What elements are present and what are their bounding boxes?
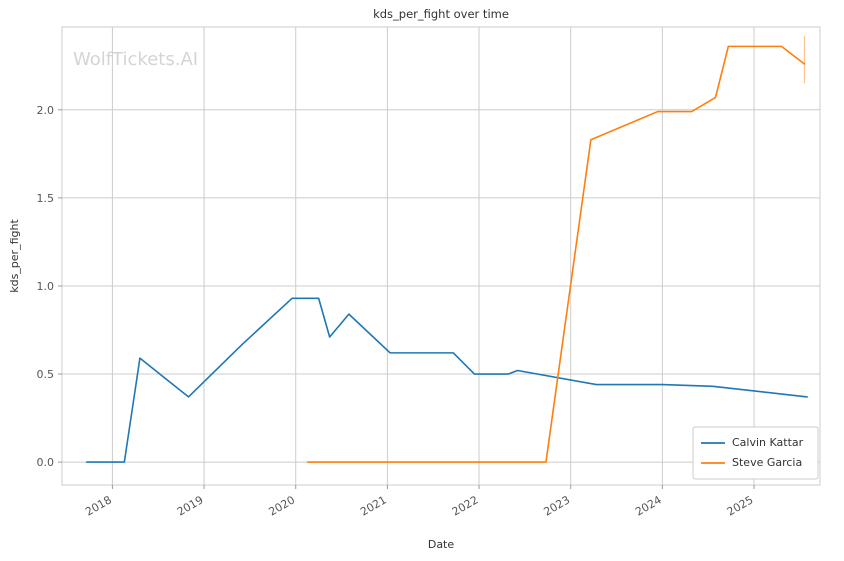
- series-steve-garcia: [306, 35, 806, 463]
- y-tick-label: 0.0: [37, 456, 55, 469]
- legend-label[interactable]: Steve Garcia: [732, 456, 802, 469]
- legend-box: [692, 426, 819, 480]
- watermark-label: WolfTickets.AI: [73, 49, 198, 70]
- plot-area-background: [62, 27, 820, 485]
- y-axis-label: kds_per_fight: [8, 219, 21, 293]
- y-tick-label: 1.5: [37, 192, 55, 205]
- plot-border: [61, 26, 821, 486]
- series-line: [306, 45, 806, 463]
- data-series: [85, 35, 808, 463]
- series-line: [85, 297, 808, 463]
- gridlines: [62, 27, 820, 485]
- y-tick-label: 2.0: [37, 104, 55, 117]
- x-axis-label: Date: [428, 538, 455, 551]
- chart-legend[interactable]: Calvin Kattar Steve Garcia: [692, 426, 819, 480]
- series-calvin-kattar: [85, 297, 808, 463]
- y-tick-label: 1.0: [37, 280, 55, 293]
- y-axis-ticks: 0.0 0.5 1.0 1.5 2.0: [37, 104, 62, 469]
- legend-label[interactable]: Calvin Kattar: [732, 436, 804, 449]
- y-tick-label: 0.5: [37, 368, 55, 381]
- chart-title: kds_per_fight over time: [373, 7, 509, 21]
